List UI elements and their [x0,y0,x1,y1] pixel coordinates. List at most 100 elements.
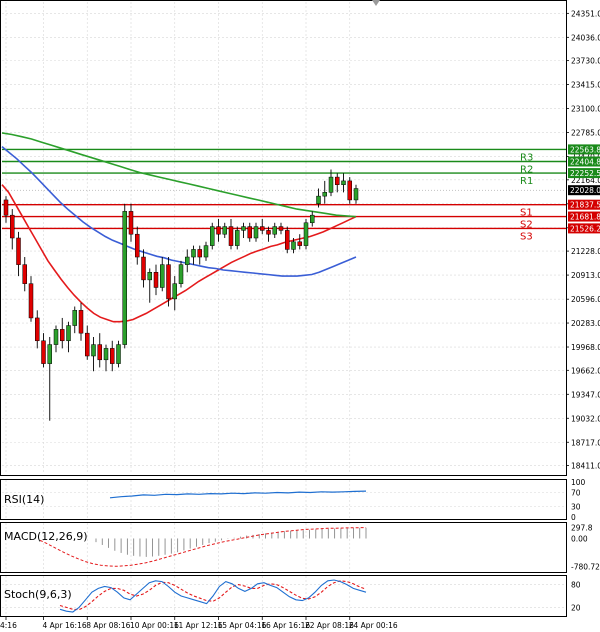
time-tick-label: 11 Apr 12:16 [174,621,223,630]
candle-down [16,237,21,265]
candle-down [97,344,102,361]
macd-tick-label: 0.00 [571,534,588,543]
candle-up [341,180,346,185]
stoch-panel-frame [0,575,567,617]
rsi-label: RSI(14) [4,493,44,506]
candle-down [166,264,171,300]
price-tick-label: 18717.0 [571,438,600,447]
candle-down [297,241,302,246]
candle-down [216,226,221,235]
candle-down [22,264,27,284]
moving-average-line-2 [1,145,357,277]
candle-up [116,344,121,364]
stoch-tick-label: 80 [571,581,581,590]
stoch-panel: 80 20 [2,579,581,613]
candle-up [328,176,334,193]
stoch-main-line [59,579,367,613]
candle-up [103,348,109,361]
candle-down [347,180,352,201]
time-tick-label: 10 Apr 00:16 [130,621,179,630]
candle-down [3,199,9,216]
price-tick-label: 20596.0 [571,295,600,304]
candle-down [85,332,90,357]
candle-up [253,226,259,239]
price-tick-label: 19968.0 [571,343,600,352]
candle-down [60,329,65,342]
candle-down [228,226,234,246]
candle-up [147,272,152,281]
price-tick-label: 23730.0 [571,57,600,66]
price-tick-label: 23100.0 [571,105,600,114]
candle-up [72,310,77,326]
rsi-tick-label: 30 [571,503,581,512]
time-tick-label: 8 Apr 08:16 [86,621,130,630]
macd-panel: 297.80.00 -780.72 [39,524,600,572]
candle-down [141,256,146,281]
candle-up [303,222,309,246]
candle-down [78,310,84,334]
rsi-tick-label: 100 [571,478,586,487]
candle-down [266,230,271,235]
rsi-line [109,490,367,499]
pivot-label-s3: S3 [520,231,533,242]
pivot-price-tag-bg [568,168,600,179]
grid-lines [2,2,566,616]
current-price-tag-bg [568,185,600,196]
candle-down [247,226,252,239]
price-panel-frame [0,0,567,476]
scroll-marker-icon[interactable] [372,0,380,6]
candle-up [353,188,359,201]
price-tick-label: 18411.0 [571,462,600,471]
time-tick-label: 16 Apr 16:16 [261,621,310,630]
macd-label: MACD(12,26,9) [4,530,88,543]
price-tick-label: 23415.0 [571,81,600,90]
candle-down [41,340,46,364]
time-tick-label: 4 Apr 16:16 [43,621,87,630]
candle-down [28,283,34,319]
pivot-price-tag: 21526.2 [570,224,600,233]
candle-down [260,226,265,231]
candle-down [128,211,134,235]
pivot-price-tag-bg [568,199,600,210]
candle-down [110,348,115,364]
candle-up [241,226,246,231]
pivot-level-labels: R3 22563.8 R2 22404.8 R1 22252.5 S1 21837.5 S2 21… [520,144,600,242]
pivot-label-s2: S2 [520,220,533,231]
price-tick-label: 24351.0 [571,9,600,18]
candle-up [222,226,227,235]
macd-panel-frame [0,522,567,573]
time-tick-label: 22 Apr 08:16 [305,621,354,630]
stoch-signal-line [59,580,367,611]
moving-average-line-3 [1,132,357,218]
candle-up [172,283,177,300]
candle-down [35,317,40,342]
candle-down [153,272,159,288]
time-x-axis: 4:16 4 Apr 16:16 8 Apr 08:16 10 Apr 00:1611… [0,617,398,630]
pivot-price-tag-bg [568,223,600,234]
candle-up [210,226,215,246]
price-tick-label: 19032.0 [571,414,600,423]
candle-up [185,256,190,265]
candle-up [91,344,96,357]
candle-down [197,249,202,258]
price-tick-label: 20283.0 [571,319,600,328]
candle-up [235,230,240,246]
pivot-label-r1: R1 [520,176,533,187]
price-tick-label: 22164.0 [571,176,600,185]
stoch-label: Stoch(9,6,3) [4,588,72,601]
macd-signal-line [39,527,367,567]
pivot-price-tag-bg [568,156,600,167]
candle-up [66,325,71,342]
rsi-panel: 100 70 300 [2,478,586,522]
pivot-price-tag: 22563.8 [570,145,600,154]
pivot-label-s1: S1 [520,208,533,219]
time-tick-label: 24 Apr 00:16 [349,621,398,630]
price-tick-label: 22785.0 [571,129,600,138]
pivot-price-tag: 22252.5 [570,169,600,178]
candle-up [160,264,165,288]
candle-down [10,214,15,239]
rsi-tick-label: 70 [571,489,581,498]
pivot-label-r3: R3 [520,152,533,163]
candle-up [178,264,184,284]
